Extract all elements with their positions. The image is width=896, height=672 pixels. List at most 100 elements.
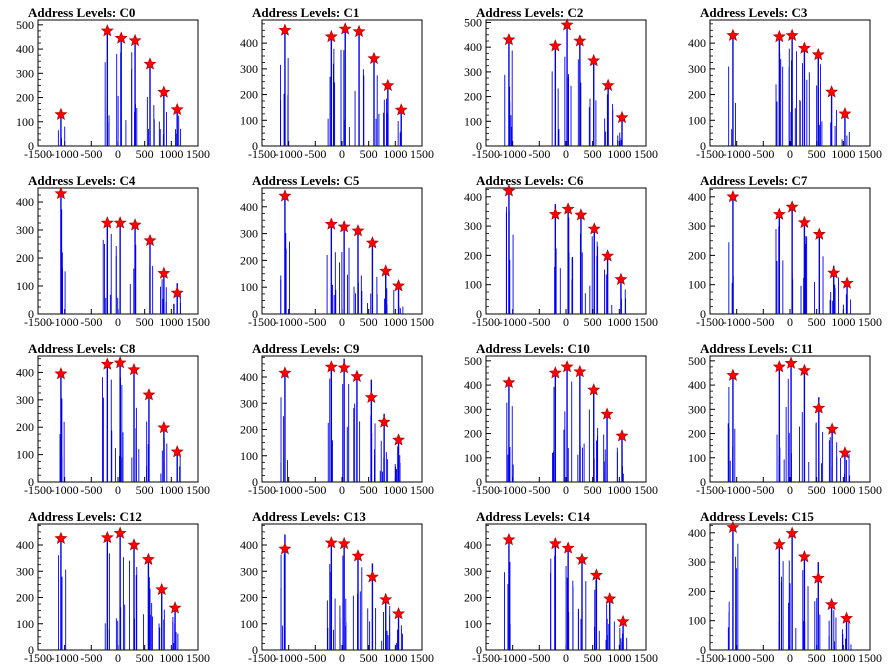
x-tick-label: -500 (304, 315, 326, 329)
peak-marker (726, 189, 740, 203)
peak-marker (143, 233, 157, 247)
peak-marker (157, 420, 171, 434)
peak-marker (127, 538, 141, 551)
peak-marker (601, 249, 615, 262)
x-tick-label: 500 (584, 147, 602, 161)
peak-marker (601, 78, 615, 91)
x-tick-label: 500 (360, 651, 378, 665)
x-tick-label: 500 (584, 315, 602, 329)
y-tick-label: 200 (464, 248, 482, 262)
x-tick-label: 500 (360, 483, 378, 497)
peak-marker (128, 33, 142, 47)
panel-c9: Address Levels: C9 0 100 200 300 400 -1500-100… (240, 341, 434, 497)
x-tick-label: -1000 (499, 147, 527, 161)
x-tick-label: -1500 (24, 483, 52, 497)
x-tick-label: 1000 (831, 147, 855, 161)
x-tick-label: -1000 (723, 315, 751, 329)
peak-marker (726, 368, 740, 381)
x-tick-label: 1000 (159, 651, 183, 665)
x-tick-label: -1500 (24, 315, 52, 329)
x-tick-label: 0 (115, 651, 121, 665)
y-tick-label: 100 (688, 614, 706, 628)
x-tick-label: -1000 (51, 147, 79, 161)
peak-marker (54, 186, 68, 200)
peak-marker (772, 29, 786, 43)
peak-marker (615, 110, 629, 124)
y-tick-label: 300 (688, 402, 706, 416)
peak-marker (772, 207, 786, 220)
y-tick-label: 100 (16, 279, 34, 293)
x-tick-label: 1500 (410, 147, 434, 161)
y-tick-label: 200 (464, 427, 482, 441)
peak-marker (278, 23, 292, 36)
peak-marker (561, 541, 575, 554)
x-tick-label: 0 (339, 483, 345, 497)
y-tick-label: 200 (16, 420, 34, 434)
peak-marker (840, 276, 854, 289)
x-tick-label: -1500 (472, 147, 500, 161)
y-tick-label: 0 (252, 307, 258, 321)
y-tick-label: 400 (240, 36, 258, 50)
x-tick-label: 500 (808, 483, 826, 497)
peak-marker (811, 571, 825, 584)
peak-marker (589, 568, 603, 581)
x-tick-label: 500 (360, 315, 378, 329)
x-tick-label: 0 (563, 651, 569, 665)
x-tick-label: 500 (584, 483, 602, 497)
y-tick-label: 100 (688, 113, 706, 127)
peak-marker (573, 34, 587, 47)
x-tick-label: 1500 (410, 651, 434, 665)
x-tick-label: -500 (752, 483, 774, 497)
y-tick-label: 400 (688, 190, 706, 204)
y-tick-label: 100 (464, 278, 482, 292)
peak-marker (587, 383, 601, 396)
y-tick-label: 500 (464, 354, 482, 368)
y-tick-label: 300 (16, 564, 34, 578)
panel-c1: Address Levels: C1 0 100 200 300 400 -1500-100… (240, 5, 434, 161)
y-tick-label: 0 (476, 307, 482, 321)
y-tick-label: 500 (464, 15, 482, 29)
peak-marker (600, 407, 614, 420)
y-tick-label: 400 (688, 378, 706, 392)
y-tick-label: 0 (700, 139, 706, 153)
y-tick-label: 200 (240, 423, 258, 437)
panel-c6: Address Levels: C6 0 100 200 300 400 -1500-100… (464, 173, 658, 329)
x-tick-label: -1000 (723, 147, 751, 161)
peak-marker (726, 28, 740, 41)
peak-marker (100, 24, 114, 37)
y-tick-label: 0 (476, 139, 482, 153)
x-tick-label: 500 (584, 651, 602, 665)
peak-marker (392, 606, 406, 620)
x-tick-label: 0 (787, 651, 793, 665)
y-tick-label: 300 (688, 62, 706, 76)
peak-marker (587, 53, 601, 67)
peak-marker (155, 582, 169, 596)
y-tick-label: 400 (464, 538, 482, 552)
peak-marker (100, 530, 114, 544)
peak-marker (351, 549, 365, 562)
chart-title: Address Levels: C12 (28, 509, 142, 524)
y-tick-label: 400 (464, 190, 482, 204)
peak-marker (381, 78, 395, 92)
peak-marker (548, 207, 562, 220)
peak-marker (350, 369, 364, 382)
panel-c8: Address Levels: C8 0 100 200 300 400 -1500-100… (16, 341, 210, 497)
y-tick-label: 300 (240, 62, 258, 76)
peak-marker (157, 266, 171, 279)
y-tick-label: 400 (16, 42, 34, 56)
x-tick-label: 1000 (607, 147, 631, 161)
x-tick-label: 0 (787, 315, 793, 329)
y-tick-label: 400 (464, 40, 482, 54)
y-tick-label: 100 (240, 113, 258, 127)
y-tick-label: 400 (688, 526, 706, 540)
x-tick-label: -1000 (275, 147, 303, 161)
y-tick-label: 100 (464, 114, 482, 128)
y-tick-label: 200 (464, 591, 482, 605)
y-tick-label: 0 (28, 307, 34, 321)
x-tick-label: -1000 (499, 315, 527, 329)
x-tick-label: 1500 (858, 147, 882, 161)
chart-title: Address Levels: C8 (28, 341, 136, 356)
y-tick-label: 200 (688, 584, 706, 598)
peak-marker (143, 57, 157, 70)
y-tick-label: 100 (464, 451, 482, 465)
